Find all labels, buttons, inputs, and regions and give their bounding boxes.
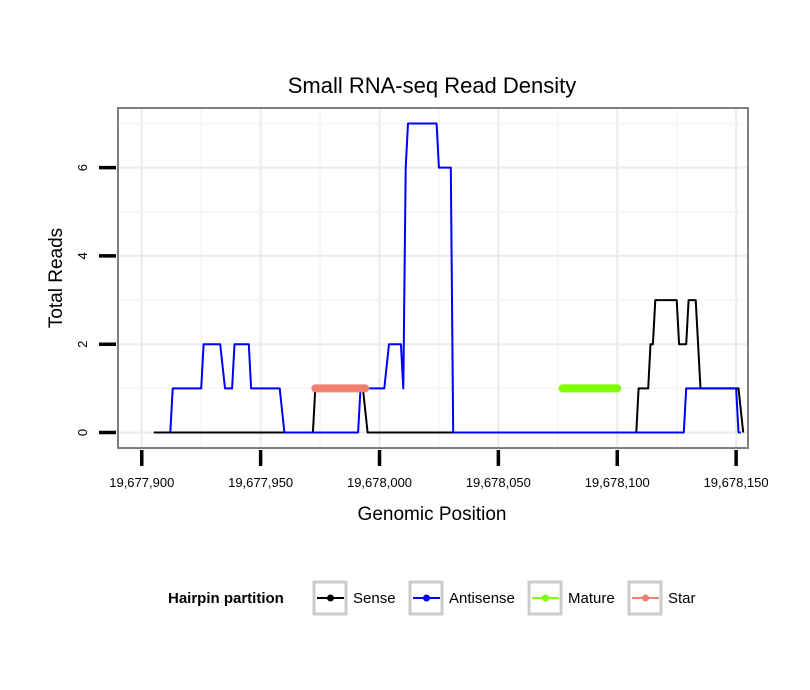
series-line-sense [153,299,745,434]
x-tick-label: 19,677,950 [228,475,293,490]
legend-key-point [327,594,334,602]
x-tick-label: 19,678,050 [466,475,531,490]
plot-background [118,108,748,448]
x-tick-label: 19,678,150 [704,475,769,490]
x-tick-label: 19,678,000 [347,475,412,490]
legend-label-mature: Mature [568,590,615,607]
x-tick-label: 19,677,900 [109,475,174,490]
y-tick-label: 2 [75,341,90,348]
legend-label-sense: Sense [353,590,396,607]
legend-label-antisense: Antisense [449,590,515,607]
series-line-antisense [169,122,741,434]
legend-key-point [423,594,430,602]
legend: Hairpin partition Sense Antisense Mature St… [168,580,696,616]
y-axis-title: Total Reads [46,228,67,328]
y-tick-label: 0 [75,429,90,436]
x-tick-label: 19,678,100 [585,475,650,490]
y-axis: 0 2 4 6 [75,164,116,436]
x-axis-title: Genomic Position [358,504,507,525]
x-axis: 19,677,900 19,677,950 19,678,000 19,678,050… [109,450,769,490]
legend-key-point [542,594,549,602]
plot-panel-border [117,107,749,449]
chart-title: Small RNA-seq Read Density [288,73,577,98]
legend-label-star: Star [668,590,696,607]
y-tick-label: 6 [75,164,90,171]
legend-title: Hairpin partition [168,590,284,607]
legend-key-point [642,594,649,602]
series-group [153,122,745,434]
y-tick-label: 4 [75,252,90,259]
